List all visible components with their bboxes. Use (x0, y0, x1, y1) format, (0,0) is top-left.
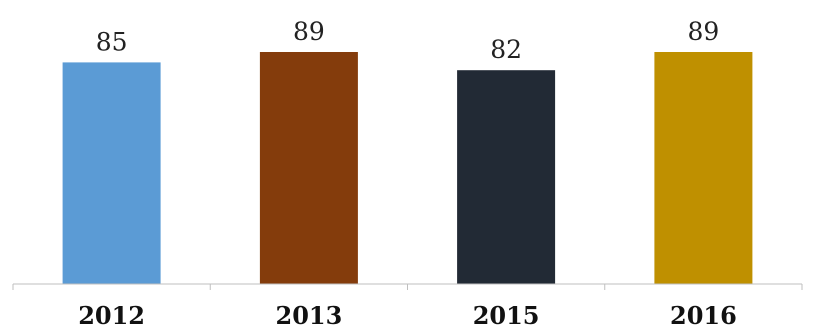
bars-group (62, 52, 753, 285)
value-labels-group: 85 89 82 89 (96, 17, 720, 64)
bar-2015 (457, 70, 556, 284)
data-label-2015: 82 (490, 35, 522, 64)
x-tick-labels-group: 2012 2013 2015 2016 (78, 301, 737, 330)
x-axis-ticks-group (12, 284, 803, 290)
bar-2016 (654, 52, 753, 284)
x-tick-label-2012: 2012 (78, 301, 145, 330)
bar-2013 (259, 52, 358, 284)
x-tick-label-2013: 2013 (276, 301, 343, 330)
data-label-2013: 89 (293, 17, 325, 46)
x-tick-label-2016: 2016 (670, 301, 737, 330)
data-label-2012: 85 (96, 27, 128, 56)
bar-2012 (62, 62, 161, 285)
x-tick-label-2015: 2015 (473, 301, 540, 330)
data-label-2016: 89 (687, 17, 719, 46)
